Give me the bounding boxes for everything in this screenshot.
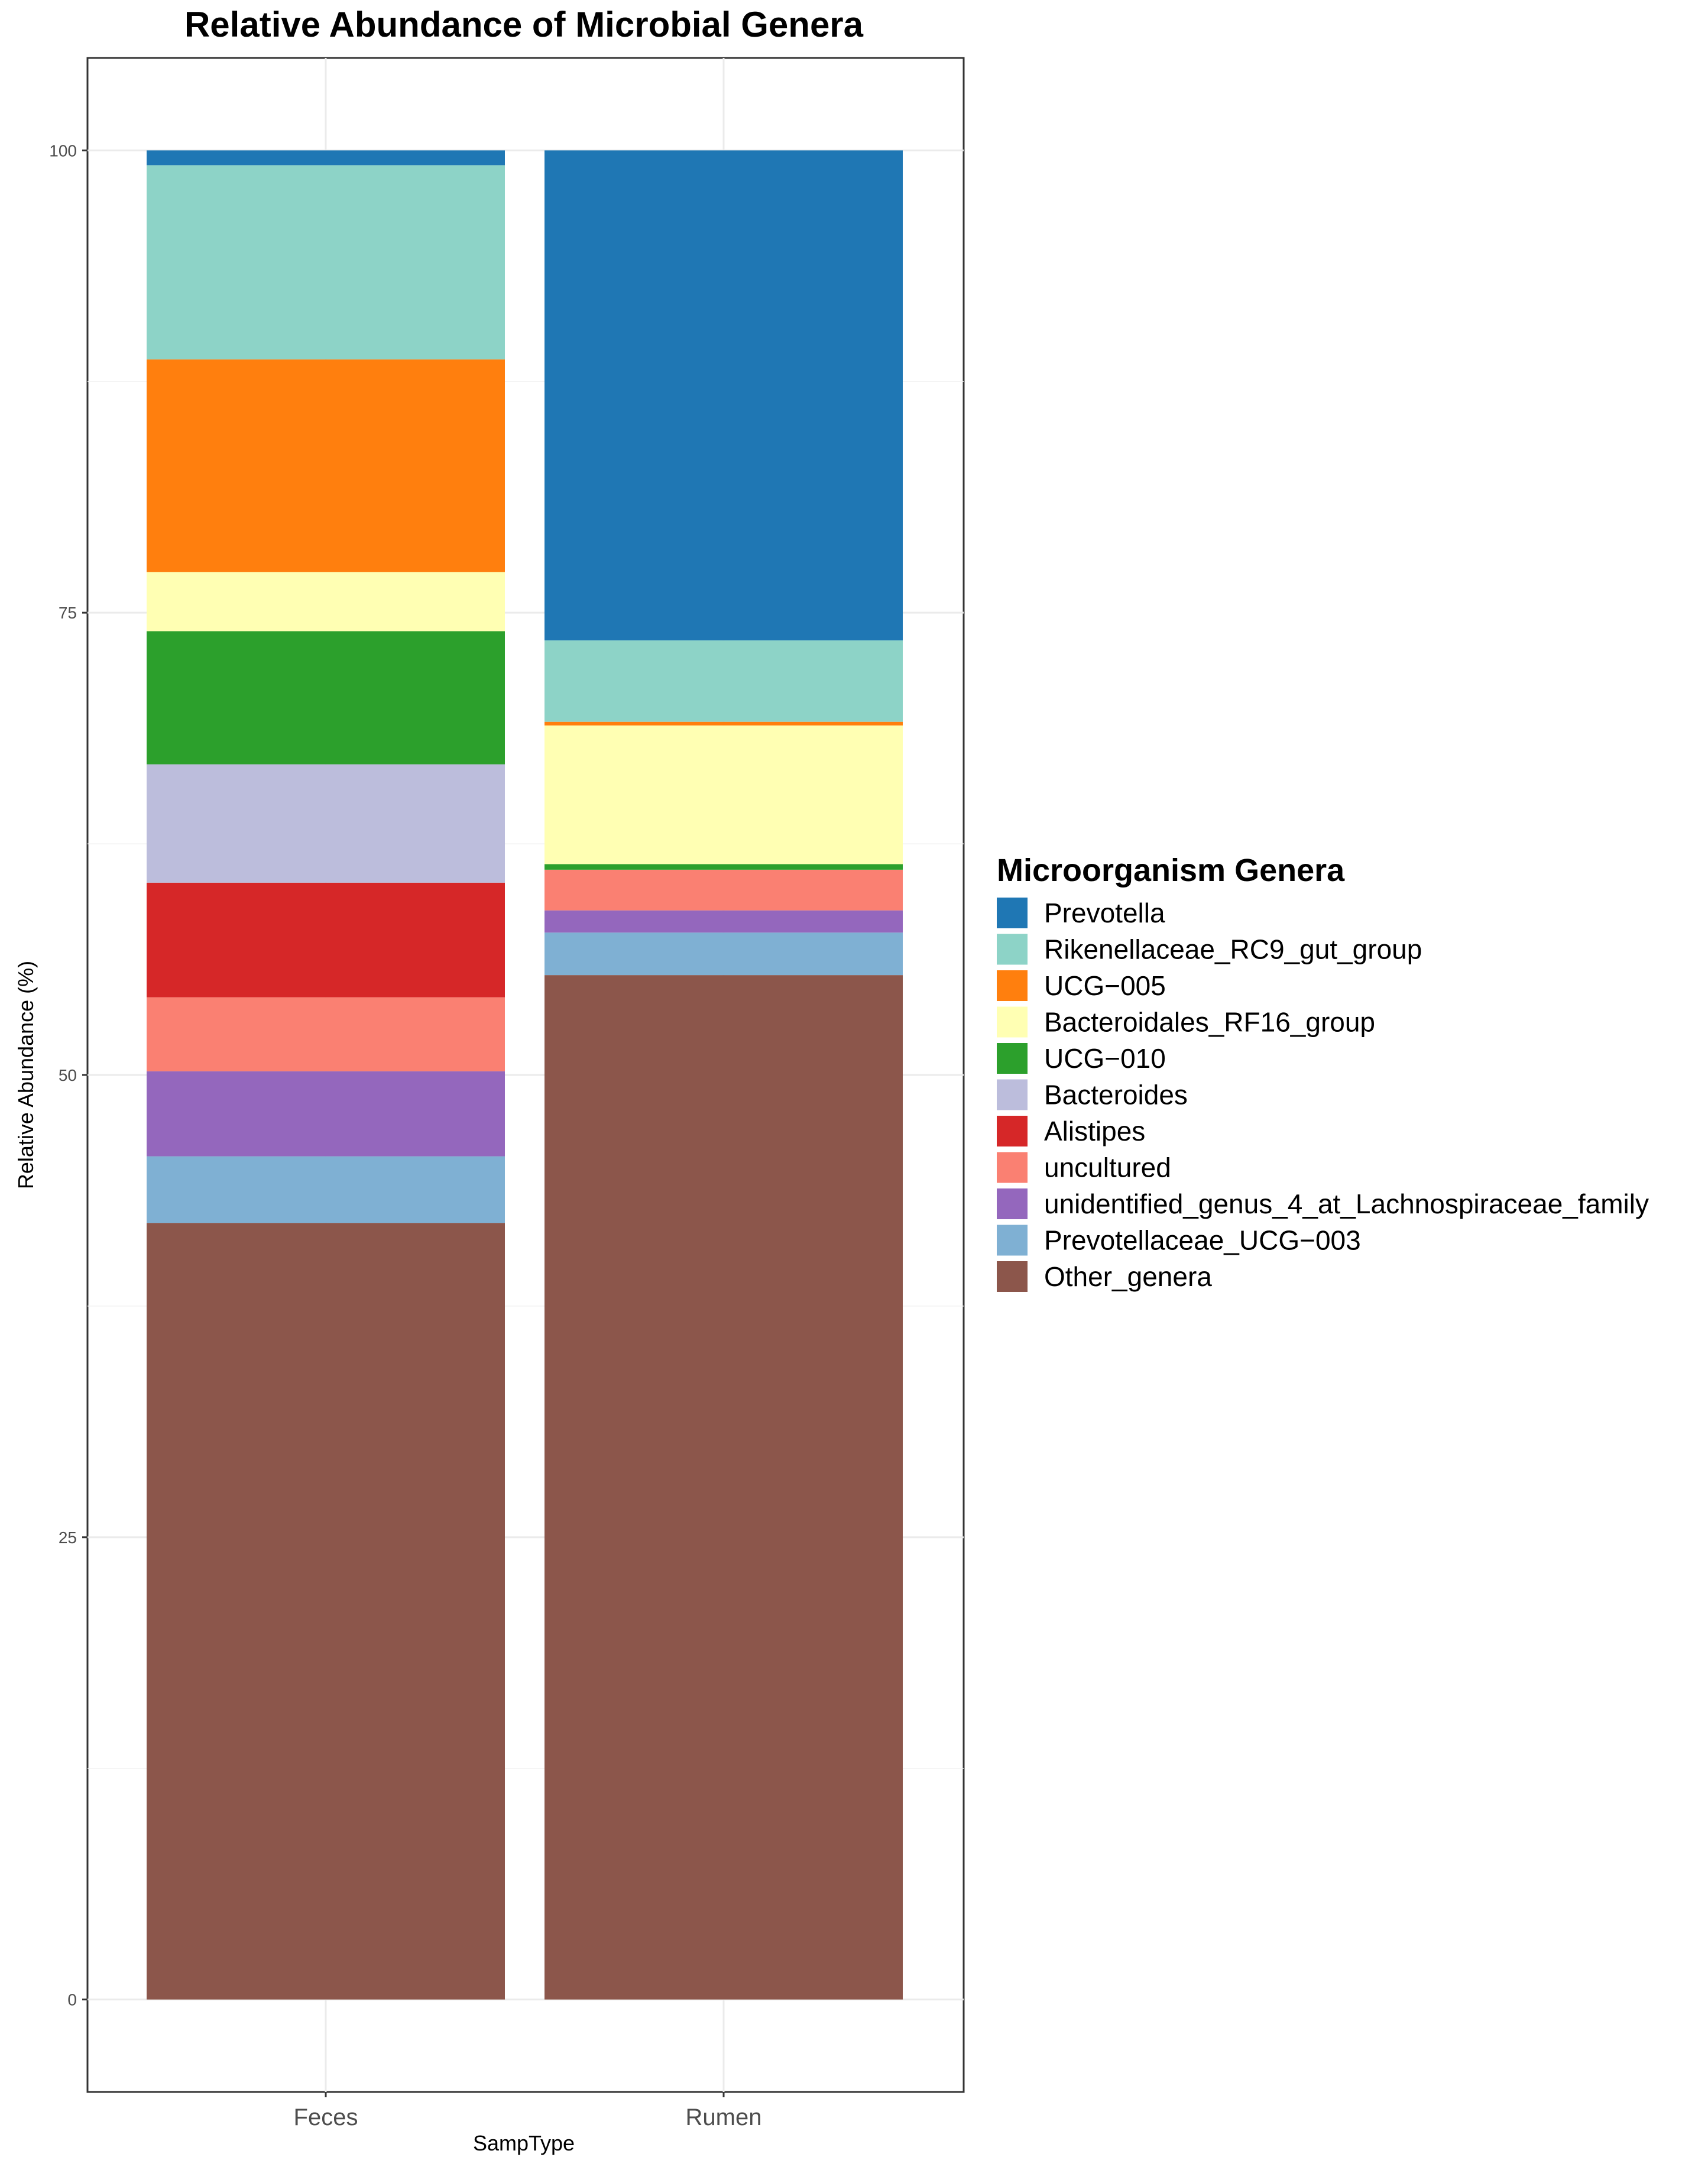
bar-segment: [545, 932, 903, 976]
bar-stack-feces: [147, 150, 505, 2000]
legend-swatch: [997, 1006, 1028, 1038]
legend-item: Prevotella: [997, 898, 1165, 928]
bar-segment: [147, 764, 505, 883]
bar-segment: [147, 359, 505, 572]
legend-swatch: [997, 1225, 1028, 1256]
bar-segment: [545, 640, 903, 722]
bars: [147, 150, 903, 2000]
legend-label: Alistipes: [1044, 1116, 1145, 1146]
x-axis-title: SampType: [473, 2131, 575, 2155]
legend: Microorganism Genera Prevotella Rikenella…: [997, 853, 1649, 1292]
plot-area: 0 25 50 75 100 Feces Rumen: [49, 57, 965, 2130]
legend-swatch: [997, 1188, 1028, 1219]
legend-item: Alistipes: [997, 1116, 1145, 1146]
y-tick-label: 0: [67, 1991, 77, 2009]
legend-label: Other_genera: [1044, 1261, 1212, 1292]
legend-label: UCG−005: [1044, 970, 1166, 1001]
legend-swatch: [997, 898, 1028, 928]
legend-item: Other_genera: [997, 1261, 1212, 1292]
bar-segment: [545, 721, 903, 726]
bar-segment: [147, 997, 505, 1071]
legend-label: Prevotella: [1044, 898, 1165, 928]
bar-stack-rumen: [545, 150, 903, 2000]
x-tick-label: Feces: [294, 2104, 358, 2130]
legend-label: Bacteroidales_RF16_group: [1044, 1007, 1375, 1038]
legend-item: Rikenellaceae_RC9_gut_group: [997, 934, 1422, 965]
legend-label: UCG−010: [1044, 1043, 1166, 1074]
legend-items: Prevotella Rikenellaceae_RC9_gut_group UCG…: [997, 898, 1649, 1292]
bar-segment: [545, 910, 903, 933]
bar-segment: [545, 975, 903, 2000]
bar-segment: [147, 882, 505, 997]
legend-swatch: [997, 970, 1028, 1001]
chart-title: Relative Abundance of Microbial Genera: [184, 5, 864, 44]
bar-segment: [147, 572, 505, 631]
bar-segment: [147, 165, 505, 359]
legend-item: Bacteroides: [997, 1079, 1188, 1110]
legend-item: unidentified_genus_4_at_Lachnospiraceae_…: [997, 1188, 1649, 1219]
bar-segment: [545, 869, 903, 911]
legend-label: uncultured: [1044, 1152, 1171, 1183]
legend-label: Rikenellaceae_RC9_gut_group: [1044, 934, 1422, 965]
y-tick-label: 75: [59, 604, 77, 622]
bar-segment: [147, 1071, 505, 1157]
legend-swatch: [997, 934, 1028, 965]
legend-swatch: [997, 1043, 1028, 1074]
legend-swatch: [997, 1079, 1028, 1110]
legend-title: Microorganism Genera: [997, 853, 1345, 888]
bar-segment: [545, 150, 903, 641]
y-tick-label: 50: [59, 1066, 77, 1084]
legend-item: UCG−005: [997, 970, 1166, 1001]
bar-segment: [545, 725, 903, 864]
legend-label: unidentified_genus_4_at_Lachnospiraceae_…: [1044, 1188, 1649, 1219]
legend-label: Prevotellaceae_UCG−003: [1044, 1225, 1361, 1256]
legend-item: UCG−010: [997, 1043, 1166, 1074]
y-axis-title: Relative Abundance (%): [14, 961, 38, 1189]
y-axis: 0 25 50 75 100: [49, 141, 87, 2009]
legend-item: Bacteroidales_RF16_group: [997, 1006, 1375, 1038]
bar-segment: [147, 1223, 505, 2000]
legend-swatch: [997, 1261, 1028, 1292]
y-tick-label: 100: [49, 141, 77, 160]
x-tick-label: Rumen: [686, 2104, 762, 2130]
legend-item: uncultured: [997, 1152, 1171, 1183]
x-axis: Feces Rumen: [294, 2092, 762, 2130]
bar-segment: [147, 631, 505, 765]
legend-label: Bacteroides: [1044, 1080, 1188, 1110]
y-tick-label: 25: [59, 1528, 77, 1547]
bar-segment: [545, 864, 903, 870]
legend-swatch: [997, 1152, 1028, 1183]
legend-item: Prevotellaceae_UCG−003: [997, 1225, 1361, 1256]
bar-segment: [147, 150, 505, 166]
legend-swatch: [997, 1116, 1028, 1146]
bar-segment: [147, 1156, 505, 1223]
